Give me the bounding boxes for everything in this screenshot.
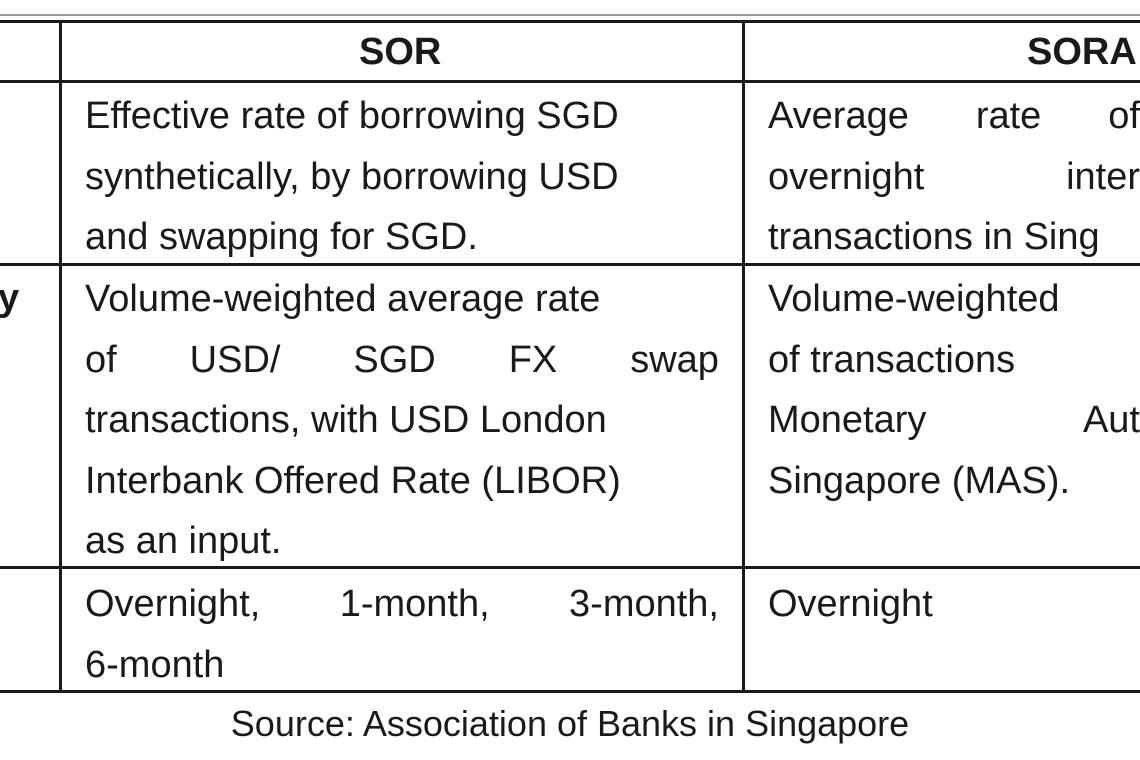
sora-methodology-cell: Volume-weighted of transactions Monetary Au… bbox=[768, 269, 1140, 511]
source-caption: Source: Association of Banks in Singapor… bbox=[230, 703, 910, 744]
cell-text-line: as an input. bbox=[85, 520, 282, 562]
cell-word: 3-month, bbox=[569, 583, 719, 625]
cell-text-line: Effective rate of borrowing SGD bbox=[85, 95, 619, 137]
row-label-cropped: y bbox=[0, 277, 20, 319]
cell-text-line: Overnight bbox=[768, 583, 933, 625]
sora-tenor-cell: Overnight bbox=[768, 574, 1140, 635]
cell-word: inter bbox=[1066, 155, 1140, 198]
cell-text-line: of USD/SGD FX swap bbox=[85, 330, 719, 391]
cell-word: of bbox=[1108, 95, 1140, 137]
cell-word: Average bbox=[768, 95, 909, 137]
cell-text-line: overnight inter bbox=[768, 147, 1140, 208]
sor-methodology-cell: Volume-weighted average rate of USD/SGD FX s… bbox=[85, 269, 719, 572]
cell-text-line: Monetary Aut bbox=[768, 390, 1140, 451]
header-sor: SOR bbox=[359, 31, 442, 73]
cell-word: Aut bbox=[1082, 399, 1140, 441]
cell-word: overnight bbox=[768, 155, 925, 198]
cell-text-line: transactions in Sing bbox=[768, 216, 1100, 258]
cell-text-line: Overnight, 1-month, 3-month, bbox=[85, 574, 719, 635]
cell-text-line: synthetically, by borrowing USD bbox=[85, 155, 619, 198]
cell-word: SGD bbox=[353, 338, 436, 381]
cell-text-line: 6-month bbox=[85, 643, 225, 686]
cell-text-line: Volume-weighted bbox=[768, 278, 1060, 320]
header-sora: SORA bbox=[1027, 31, 1137, 73]
table-border-bottom bbox=[0, 690, 1140, 693]
column-divider bbox=[742, 20, 745, 693]
header-divider bbox=[0, 80, 1140, 83]
cell-text-line: Interbank Offered Rate (LIBOR) bbox=[85, 459, 621, 502]
cell-word: rate bbox=[975, 95, 1042, 137]
cell-word: USD/ bbox=[189, 338, 281, 381]
cell-word: of bbox=[85, 338, 117, 381]
row-divider bbox=[0, 566, 1140, 569]
cell-text-line: Average rate of bbox=[768, 86, 1140, 147]
cell-word: 1-month, bbox=[339, 583, 490, 625]
cell-text-line: of transactions bbox=[768, 338, 1016, 381]
cell-text-line: and swapping for SGD. bbox=[85, 216, 478, 258]
cell-text-line: Volume-weighted average rate bbox=[85, 278, 601, 320]
cell-word: FX bbox=[508, 338, 558, 381]
column-divider bbox=[59, 20, 62, 693]
cell-word: Monetary bbox=[768, 399, 927, 441]
cell-text-line: transactions, with USD London bbox=[85, 399, 607, 441]
top-rule bbox=[0, 14, 1140, 16]
table-border-top bbox=[0, 20, 1140, 23]
sor-definition-cell: Effective rate of borrowing SGD synthetic… bbox=[85, 86, 719, 268]
row-divider bbox=[0, 263, 1140, 266]
cell-word: swap bbox=[630, 338, 719, 381]
sora-definition-cell: Average rate of overnight inter transactions … bbox=[768, 86, 1140, 268]
cell-word: Overnight, bbox=[85, 583, 261, 625]
sor-tenor-cell: Overnight, 1-month, 3-month, 6-month bbox=[85, 574, 719, 695]
cell-text-line: Singapore (MAS). bbox=[768, 459, 1071, 502]
